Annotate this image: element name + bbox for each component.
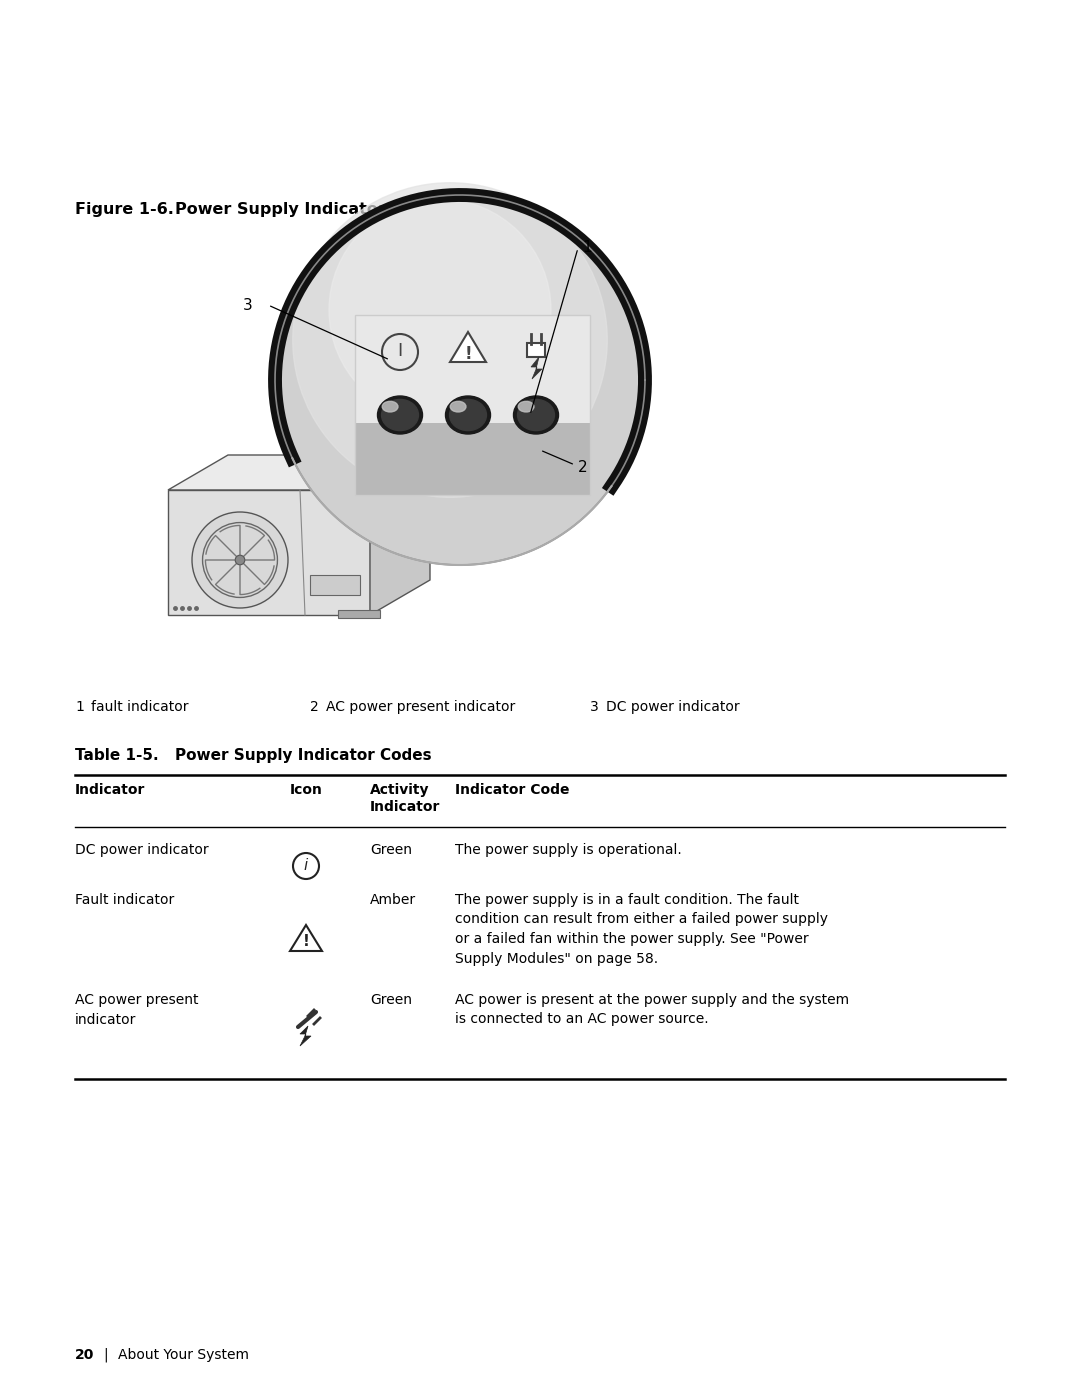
Text: Fault indicator: Fault indicator	[75, 893, 174, 907]
Text: 1: 1	[582, 240, 592, 256]
Text: Power Supply Indicators: Power Supply Indicators	[175, 203, 395, 217]
Text: Table 1-5.: Table 1-5.	[75, 747, 159, 763]
Ellipse shape	[517, 400, 554, 430]
Text: 1: 1	[75, 700, 84, 714]
Ellipse shape	[446, 395, 490, 434]
Text: 2: 2	[310, 700, 319, 714]
Text: Activity
Indicator: Activity Indicator	[370, 782, 441, 814]
Ellipse shape	[378, 395, 422, 434]
Text: Figure 1-6.: Figure 1-6.	[75, 203, 174, 217]
Polygon shape	[291, 925, 322, 951]
Ellipse shape	[450, 401, 465, 412]
Polygon shape	[531, 358, 542, 379]
Text: Amber: Amber	[370, 893, 416, 907]
Circle shape	[192, 511, 288, 608]
Text: AC power is present at the power supply and the system
is connected to an AC pow: AC power is present at the power supply …	[455, 993, 849, 1027]
Text: Icon: Icon	[291, 782, 323, 798]
Polygon shape	[168, 455, 430, 490]
Ellipse shape	[382, 401, 397, 412]
Text: DC power indicator: DC power indicator	[606, 700, 740, 714]
Ellipse shape	[449, 400, 486, 430]
Polygon shape	[300, 1025, 311, 1046]
Ellipse shape	[513, 395, 558, 434]
Circle shape	[275, 196, 645, 564]
Text: AC power present indicator: AC power present indicator	[326, 700, 515, 714]
Text: The power supply is operational.: The power supply is operational.	[455, 842, 681, 856]
Text: Green: Green	[370, 842, 411, 856]
Circle shape	[329, 198, 551, 420]
Text: About Your System: About Your System	[118, 1348, 249, 1362]
Bar	[527, 344, 545, 358]
Text: fault indicator: fault indicator	[91, 700, 189, 714]
Text: 20: 20	[75, 1348, 94, 1362]
Text: Indicator: Indicator	[75, 782, 146, 798]
Ellipse shape	[381, 400, 418, 430]
Text: I: I	[397, 342, 403, 360]
Text: 3: 3	[590, 700, 598, 714]
Polygon shape	[450, 332, 486, 362]
Ellipse shape	[518, 401, 534, 412]
Text: DC power indicator: DC power indicator	[75, 842, 208, 856]
Text: !: !	[464, 345, 472, 363]
Polygon shape	[310, 576, 360, 595]
Bar	[355, 314, 590, 495]
Polygon shape	[338, 610, 380, 617]
Text: Power Supply Indicator Codes: Power Supply Indicator Codes	[175, 747, 432, 763]
Polygon shape	[370, 455, 430, 615]
Circle shape	[235, 555, 245, 564]
Text: Green: Green	[370, 993, 411, 1007]
Text: AC power present
indicator: AC power present indicator	[75, 993, 199, 1027]
Text: 2: 2	[578, 460, 588, 475]
Text: |: |	[103, 1348, 108, 1362]
Polygon shape	[168, 490, 370, 615]
Text: The power supply is in a fault condition. The fault
condition can result from ei: The power supply is in a fault condition…	[455, 893, 828, 965]
Bar	[355, 423, 590, 495]
Text: 3: 3	[243, 298, 253, 313]
Bar	[355, 314, 590, 423]
Circle shape	[293, 183, 607, 497]
Text: Indicator Code: Indicator Code	[455, 782, 569, 798]
Text: i: i	[303, 858, 308, 873]
Text: !: !	[302, 935, 310, 950]
